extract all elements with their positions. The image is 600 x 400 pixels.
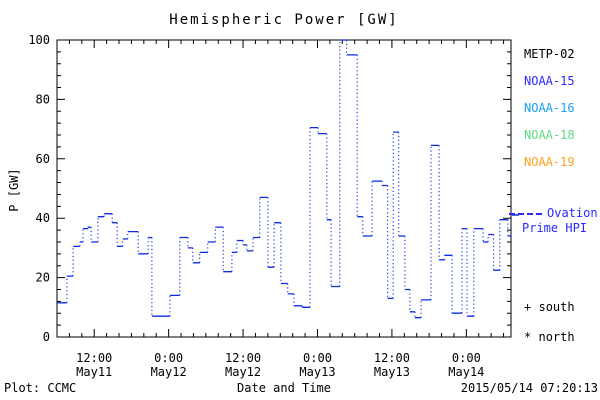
x-axis-label: Date and Time bbox=[237, 381, 331, 395]
legend-item-noaa-19: NOAA-19 bbox=[524, 155, 575, 169]
y-tick-label: 0 bbox=[43, 330, 50, 344]
y-tick-label: 60 bbox=[36, 152, 50, 166]
legend-south-symbol: + south bbox=[524, 300, 575, 314]
y-tick-label: 40 bbox=[36, 211, 50, 225]
ovation-label-line2: Prime HPI bbox=[522, 221, 588, 235]
legend-item-noaa-15: NOAA-15 bbox=[524, 74, 575, 88]
asterisk-symbol-icon: * bbox=[524, 330, 532, 344]
plus-symbol-icon: + bbox=[524, 300, 532, 314]
y-tick-label: 80 bbox=[36, 92, 50, 106]
dashed-line-sample-icon bbox=[509, 212, 542, 215]
legend-item-metp-02: METP-02 bbox=[524, 47, 575, 61]
y-tick-label: 100 bbox=[28, 33, 50, 47]
x-tick-date-label: May12 bbox=[151, 365, 187, 379]
x-tick-time-label: 12:00 bbox=[374, 351, 410, 365]
hpi-step-line-horizontal bbox=[57, 39, 511, 319]
plot-frame bbox=[56, 39, 512, 338]
legend-ovation-prime-hpi: Ovation Prime HPI bbox=[509, 206, 600, 236]
legend-item-noaa-18: NOAA-18 bbox=[524, 128, 575, 142]
x-tick-time-label: 0:00 bbox=[452, 351, 481, 365]
x-tick-date-label: May13 bbox=[299, 365, 335, 379]
chart-title: Hemispheric Power [GW] bbox=[169, 12, 399, 28]
south-label: south bbox=[538, 300, 575, 314]
legend-item-noaa-16: NOAA-16 bbox=[524, 101, 575, 115]
x-tick-date-label: May13 bbox=[374, 365, 410, 379]
satellite-legend: METP-02 NOAA-15 NOAA-16 NOAA-18 NOAA-19 bbox=[524, 41, 575, 176]
plot-credit: Plot: CCMC bbox=[4, 381, 77, 395]
x-tick-date-label: May12 bbox=[225, 365, 261, 379]
x-tick-date-label: May11 bbox=[76, 365, 112, 379]
hpi-step-line-vertical-dotted bbox=[66, 40, 509, 318]
legend-north-symbol: * north bbox=[524, 330, 575, 344]
axis-ticks bbox=[57, 39, 511, 338]
ovation-label-line1: Ovation bbox=[547, 206, 598, 220]
y-tick-label: 20 bbox=[36, 271, 50, 285]
north-label: north bbox=[538, 330, 575, 344]
x-tick-time-label: 0:00 bbox=[303, 351, 332, 365]
x-tick-date-label: May14 bbox=[448, 365, 484, 379]
x-tick-time-label: 12:00 bbox=[225, 351, 261, 365]
x-tick-time-label: 0:00 bbox=[154, 351, 183, 365]
plot-timestamp: 2015/05/14 07:20:13 bbox=[460, 381, 598, 395]
y-axis-label: P [GW] bbox=[7, 168, 21, 212]
x-tick-time-label: 12:00 bbox=[76, 351, 112, 365]
